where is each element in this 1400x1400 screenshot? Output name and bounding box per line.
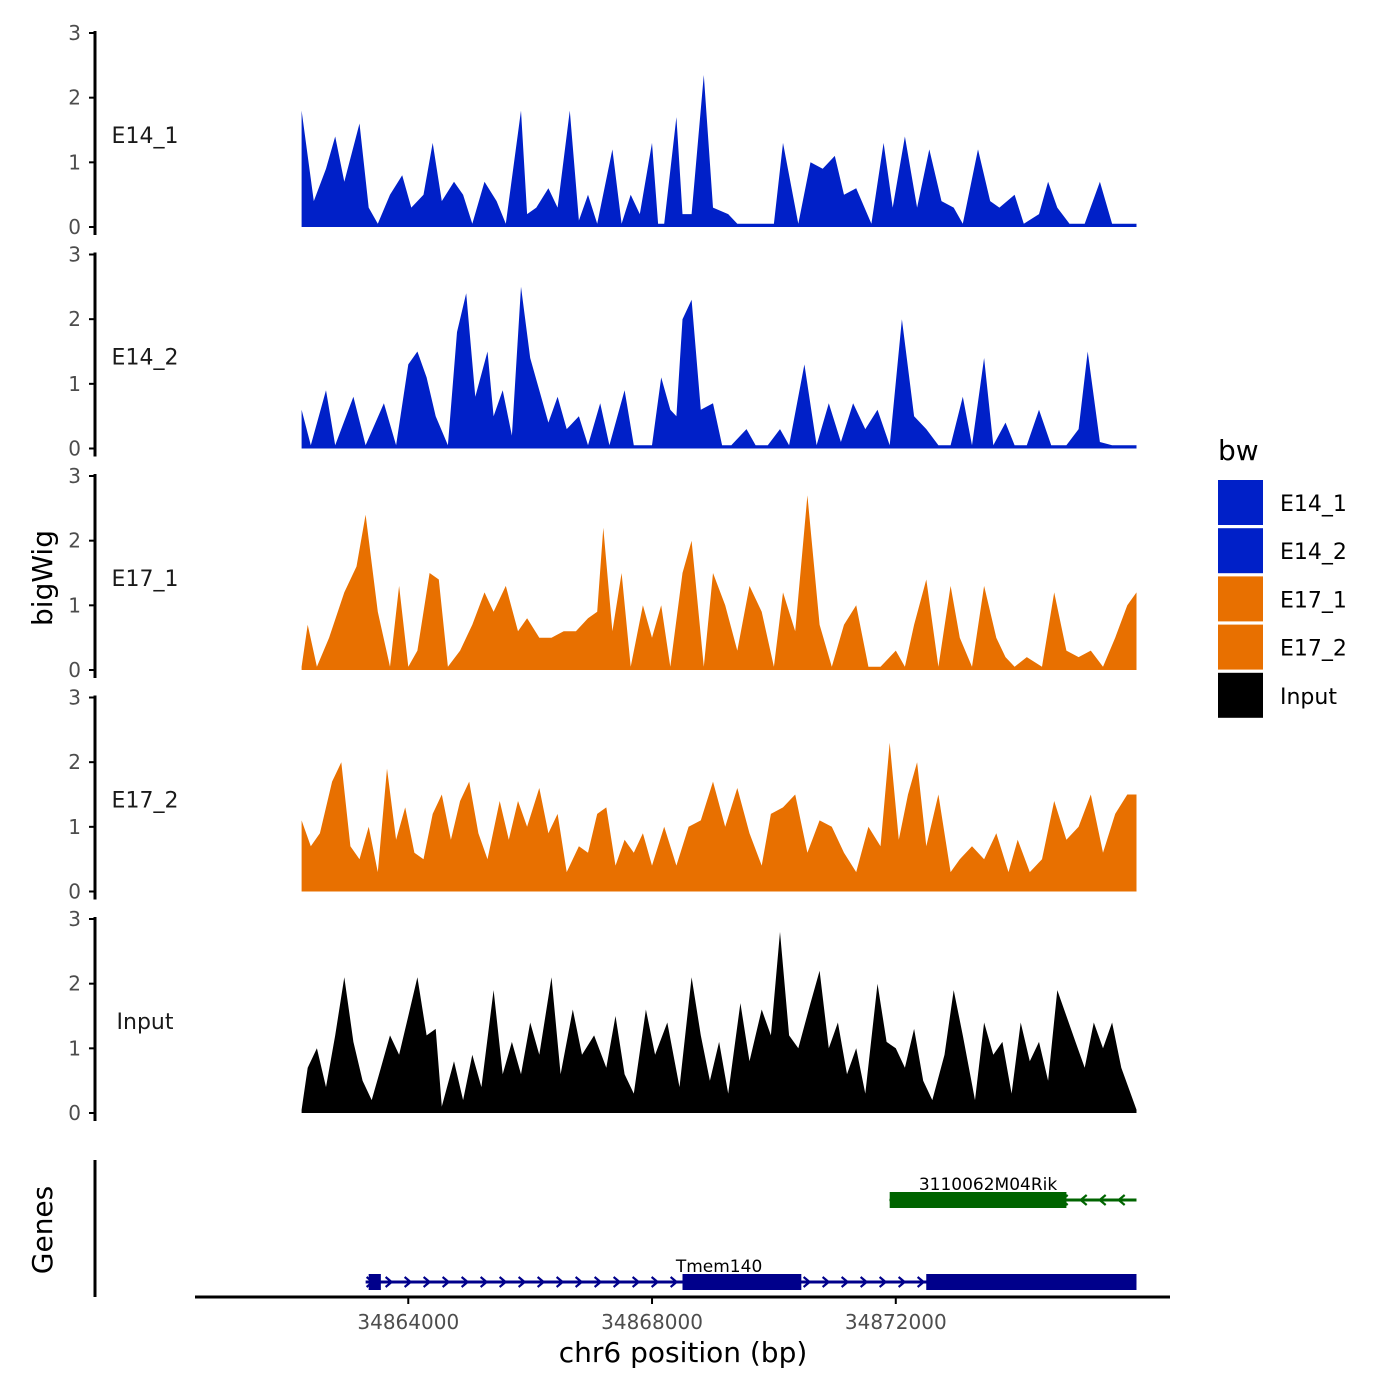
- gene-tmem140: Tmem140: [365, 1257, 1137, 1290]
- y-tick-label: 1: [68, 372, 81, 396]
- legend-swatch-e14-1: [1218, 480, 1263, 525]
- strand-chevron: [916, 1276, 926, 1288]
- strand-chevron: [422, 1276, 432, 1288]
- strand-chevron: [441, 1276, 451, 1288]
- gene-3110062m04rik: 3110062M04Rik: [888, 1175, 1137, 1208]
- strand-chevron: [555, 1276, 565, 1288]
- y-tick-label: 2: [68, 529, 81, 553]
- y-tick-label: 3: [68, 243, 81, 267]
- legend-swatch-e17-1: [1218, 576, 1263, 622]
- x-axis: 34864000 34868000 34872000: [195, 1295, 1170, 1334]
- y-tick-label: 0: [68, 1101, 81, 1125]
- y-tick-label: 1: [68, 815, 81, 839]
- strand-chevron: [460, 1276, 470, 1288]
- genes-axis-title: Genes: [26, 1186, 59, 1274]
- track-input: 0 1 2 3 Input: [68, 907, 1137, 1125]
- y-tick-label: 2: [68, 972, 81, 996]
- y-tick-label: 2: [68, 750, 81, 774]
- strand-chevron: [859, 1276, 869, 1288]
- track-e17-2: 0 1 2 3 E17_2: [68, 686, 1137, 904]
- track-label: E17_2: [112, 789, 179, 814]
- track-e14-1: 0 1 2 3 E14_1: [68, 21, 1137, 239]
- y-tick-label: 0: [68, 437, 81, 461]
- gene-exon: [682, 1274, 802, 1290]
- signal-area-e17-2: [301, 742, 1137, 892]
- strand-chevron: [593, 1276, 603, 1288]
- x-axis-title: chr6 position (bp): [559, 1336, 808, 1369]
- strand-chevron: [574, 1276, 584, 1288]
- legend-swatch-e17-2: [1218, 624, 1263, 670]
- gene-exon: [889, 1192, 1067, 1208]
- strand-chevron: [403, 1276, 413, 1288]
- signal-area-e14-2: [301, 286, 1137, 449]
- strand-chevron: [802, 1276, 812, 1288]
- y-tick-label: 1: [68, 1036, 81, 1060]
- y-axis-title: bigWig: [26, 530, 59, 626]
- track-e17-1: 0 1 2 3 E17_1: [68, 464, 1137, 682]
- strand-chevron: [612, 1276, 622, 1288]
- x-tick-label: 34868000: [601, 1310, 703, 1334]
- y-tick-label: 2: [68, 307, 81, 331]
- strand-chevron: [897, 1276, 907, 1288]
- y-tick-label: 1: [68, 150, 81, 174]
- signal-area-input: [301, 931, 1137, 1113]
- legend-label: E14_1: [1280, 492, 1347, 517]
- strand-chevron: [669, 1276, 679, 1288]
- legend-label: Input: [1280, 685, 1337, 710]
- strand-chevron: [650, 1276, 660, 1288]
- y-tick-label: 2: [68, 86, 81, 110]
- gene-exon: [368, 1274, 381, 1290]
- legend-label: E14_2: [1280, 540, 1347, 565]
- strand-chevron: [840, 1276, 850, 1288]
- signal-area-e17-1: [301, 495, 1137, 670]
- gene-label: 3110062M04Rik: [919, 1175, 1058, 1195]
- legend-swatch-input: [1218, 672, 1263, 718]
- track-label: E14_2: [112, 346, 179, 371]
- signal-tracks: 0 1 2 3 E14_1 0 1 2 3 E14_2 0 1 2 3 E17_1 0 1 2 3 E17_2 0 1 2 3…: [68, 21, 1137, 1125]
- x-tick-label: 34872000: [845, 1310, 947, 1334]
- y-tick-label: 3: [68, 686, 81, 710]
- x-tick-label: 34864000: [357, 1310, 459, 1334]
- strand-chevron: [821, 1276, 831, 1288]
- strand-chevron: [631, 1276, 641, 1288]
- strand-chevron: [536, 1276, 546, 1288]
- gene-exon: [926, 1274, 1137, 1290]
- track-label: E17_1: [112, 567, 179, 592]
- y-tick-label: 3: [68, 21, 81, 45]
- track-e14-2: 0 1 2 3 E14_2: [68, 243, 1137, 461]
- strand-chevron: [878, 1276, 888, 1288]
- track-label: E14_1: [112, 124, 179, 149]
- gene-label: Tmem140: [675, 1257, 762, 1277]
- strand-chevron: [384, 1276, 394, 1288]
- y-tick-label: 0: [68, 658, 81, 682]
- y-tick-label: 3: [68, 464, 81, 488]
- legend-title: bw: [1218, 434, 1259, 467]
- legend-swatch-e14-2: [1218, 528, 1263, 574]
- y-tick-label: 3: [68, 907, 81, 931]
- legend: bw E14_1 E14_2 E17_1 E17_2 Input: [1218, 434, 1347, 718]
- genes-panel: 3110062M04Rik Tmem140: [93, 1160, 1137, 1297]
- strand-chevron: [1078, 1194, 1088, 1206]
- legend-label: E17_2: [1280, 637, 1347, 662]
- signal-area-e14-1: [301, 75, 1137, 227]
- track-label: Input: [117, 1010, 174, 1035]
- y-tick-label: 0: [68, 880, 81, 904]
- strand-chevron: [1116, 1194, 1126, 1206]
- strand-chevron: [517, 1276, 527, 1288]
- y-tick-label: 1: [68, 593, 81, 617]
- strand-chevron: [1097, 1194, 1107, 1206]
- legend-label: E17_1: [1280, 588, 1347, 613]
- strand-chevron: [498, 1276, 508, 1288]
- y-tick-label: 0: [68, 215, 81, 239]
- strand-chevron: [479, 1276, 489, 1288]
